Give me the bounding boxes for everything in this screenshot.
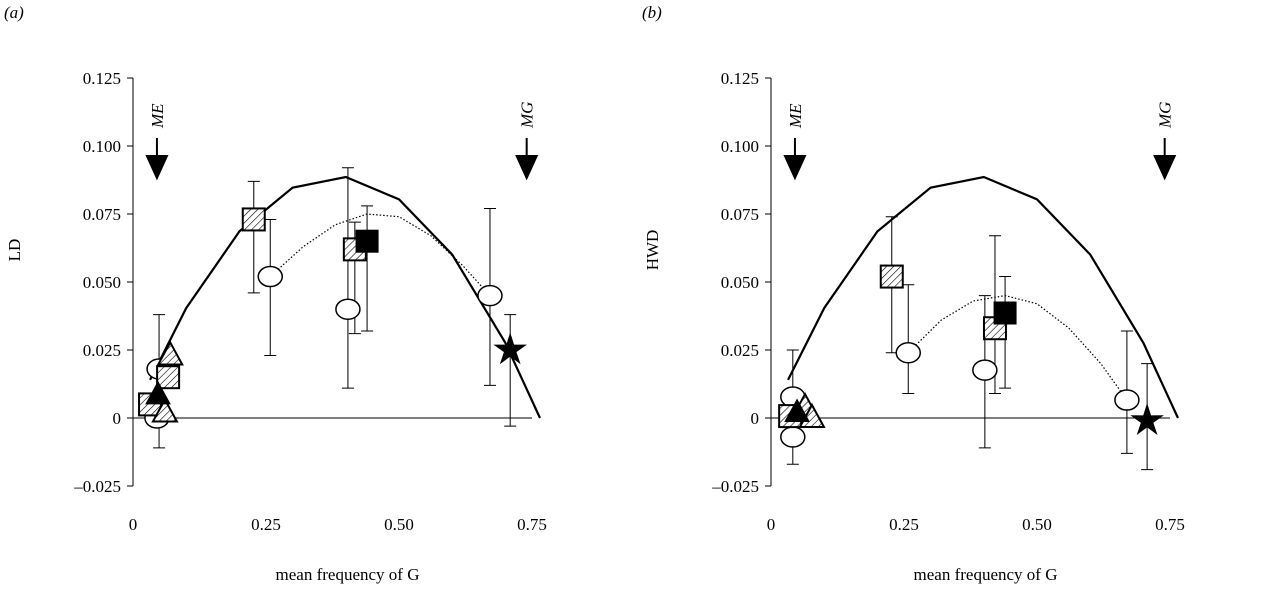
y-tick-label: 0.125 [83, 69, 121, 88]
star-marker [493, 332, 527, 365]
annotation-label: MG [518, 102, 537, 129]
star-marker [1130, 403, 1164, 436]
hatched-square-marker [879, 264, 904, 289]
panel: (b) HWD mean frequency of G –0.025 0 0.025 0.0… [642, 3, 1185, 584]
x-tick-label: 0.25 [889, 515, 919, 534]
triangle-marker [145, 380, 171, 405]
circle-marker [257, 265, 284, 288]
square-marker [993, 301, 1017, 325]
y-tick-label: 0.100 [83, 137, 121, 156]
y-tick-label: 0.075 [83, 205, 121, 224]
annotation-label: ME [148, 103, 167, 129]
circle-marker [477, 284, 503, 307]
error-bar [264, 218, 277, 356]
fit-curve [907, 294, 1128, 401]
y-tick-label: 0.025 [83, 341, 121, 360]
y-tick-label: 0.025 [721, 341, 759, 360]
error-bar [504, 314, 517, 427]
x-tick-label: 0.50 [1022, 515, 1052, 534]
y-tick-label: 0 [113, 409, 122, 428]
annotation-arrow [145, 138, 169, 181]
y-axis-label: LD [5, 239, 24, 262]
x-tick-label: 0.75 [1155, 515, 1185, 534]
panel-label: (b) [642, 3, 662, 22]
hatched-triangle-marker [151, 397, 179, 423]
circle-marker [972, 359, 998, 381]
x-tick-label: 0.50 [384, 515, 414, 534]
error-bar [361, 205, 374, 332]
x-tick-label: 0 [767, 515, 776, 534]
error-bar [341, 167, 354, 389]
error-bar [247, 180, 260, 294]
y-tick-label: –0.025 [711, 477, 759, 496]
y-tick-label: 0.125 [721, 69, 759, 88]
circle-marker [895, 341, 922, 364]
y-tick-label: 0.100 [721, 137, 759, 156]
y-tick-label: 0.075 [721, 205, 759, 224]
circle-marker [780, 426, 806, 448]
fit-curve [787, 175, 1179, 419]
triangle-marker [784, 398, 810, 423]
hatched-triangle-marker [156, 340, 184, 366]
y-tick-label: 0.050 [83, 273, 121, 292]
y-tick-label: –0.025 [73, 477, 121, 496]
square-marker [355, 229, 379, 253]
annotation-arrow [515, 138, 539, 181]
panel: (a) LD mean frequency of G –0.025 0 0.025 0.05… [4, 3, 547, 584]
annotation-arrow [1153, 138, 1177, 181]
x-axis-label: mean frequency of G [276, 565, 420, 584]
y-tick-label: 0.050 [721, 273, 759, 292]
hatched-square-marker [241, 207, 266, 232]
x-axis-label: mean frequency of G [914, 565, 1058, 584]
x-tick-label: 0.75 [517, 515, 547, 534]
x-tick-label: 0 [129, 515, 138, 534]
fit-curve [269, 213, 491, 297]
annotation-label: ME [786, 103, 805, 129]
error-bar [902, 284, 915, 395]
circle-marker [335, 298, 361, 320]
y-tick-label: 0 [751, 409, 760, 428]
hatched-square-marker [156, 365, 181, 390]
panel-label: (a) [4, 3, 24, 22]
x-tick-label: 0.25 [251, 515, 281, 534]
annotation-label: MG [1156, 102, 1175, 129]
y-axis-label: HWD [643, 230, 662, 271]
fit-curve [149, 175, 541, 419]
annotation-arrow [783, 138, 807, 181]
circle-marker [1114, 389, 1140, 411]
